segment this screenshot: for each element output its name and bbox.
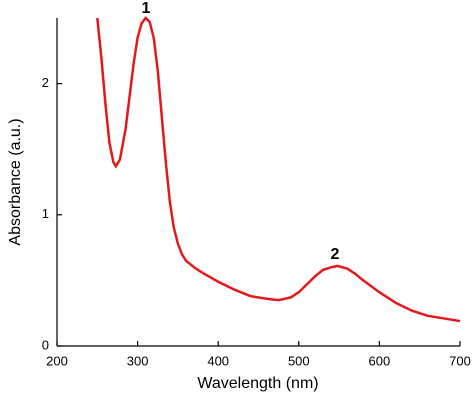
y-tick-label: 1 [42,206,49,221]
x-tick-label: 500 [288,353,310,368]
x-tick-label: 600 [369,353,391,368]
annotation: 2 [331,246,340,263]
line [96,16,461,323]
x-axis-label: Wavelength (nm) [197,375,318,392]
y-tick-label: 2 [42,75,49,90]
y-axis-label: Absorbance (a.u.) [7,118,24,245]
y-tick-label: 0 [42,337,49,352]
x-tick-label: 300 [127,353,149,368]
x-tick-label: 700 [449,353,471,368]
x-tick-label: 400 [207,353,229,368]
annotation: 1 [142,0,151,17]
x-tick-label: 200 [46,353,68,368]
